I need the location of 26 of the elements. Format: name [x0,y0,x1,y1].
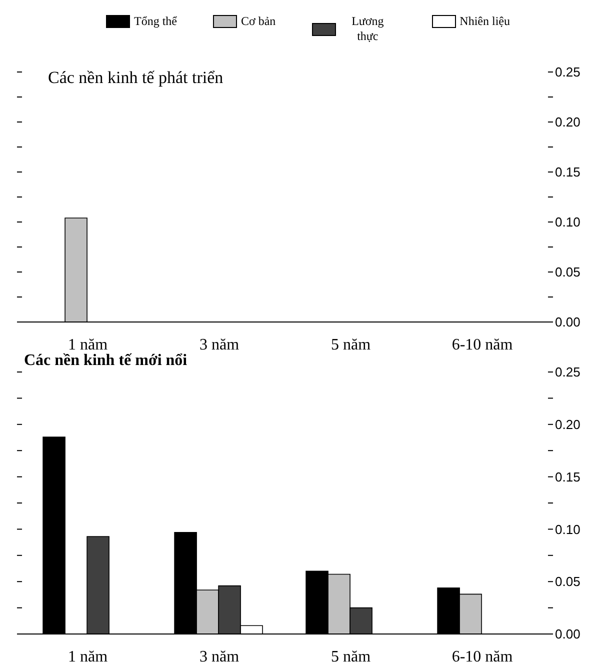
y-tick-label: 0.00 [555,626,580,642]
y-tick-label: 0.20 [555,114,580,130]
x-tick-label: 3 năm [199,336,240,354]
chart-title: Các nền kinh tế phát triển [48,68,224,88]
y-tick-label: 0.25 [555,364,580,380]
y-tick-label: 0.10 [555,522,580,537]
x-tick-label: 1 năm [68,648,108,666]
x-tick-label: 6-10 năm [452,648,514,666]
legend-label: Nhiên liệu [460,14,510,29]
y-tick-label: 0.25 [555,64,580,80]
y-tick-label: 0.15 [555,469,580,484]
x-tick-label: 1 năm [68,336,108,354]
y-tick-label: 0.05 [555,574,580,590]
y-tick-label: 0.05 [555,264,580,280]
y-tick-label: 0.00 [555,314,580,330]
legend-label: Tổng thể [134,14,177,29]
x-tick-label: 5 năm [330,648,372,666]
legend-label: Lương thực [350,14,385,44]
y-tick-label: 0.15 [555,164,580,180]
y-tick-label: 0.20 [555,417,580,432]
legend-label: Cơ bản [240,14,276,29]
x-tick-label: 6-10 năm [452,336,514,354]
x-tick-label: 3 năm [199,648,240,666]
chart-title: Các nền kinh tế mới nổi [24,352,188,370]
x-tick-label: 5 năm [330,336,372,354]
y-tick-label: 0.10 [555,214,580,230]
